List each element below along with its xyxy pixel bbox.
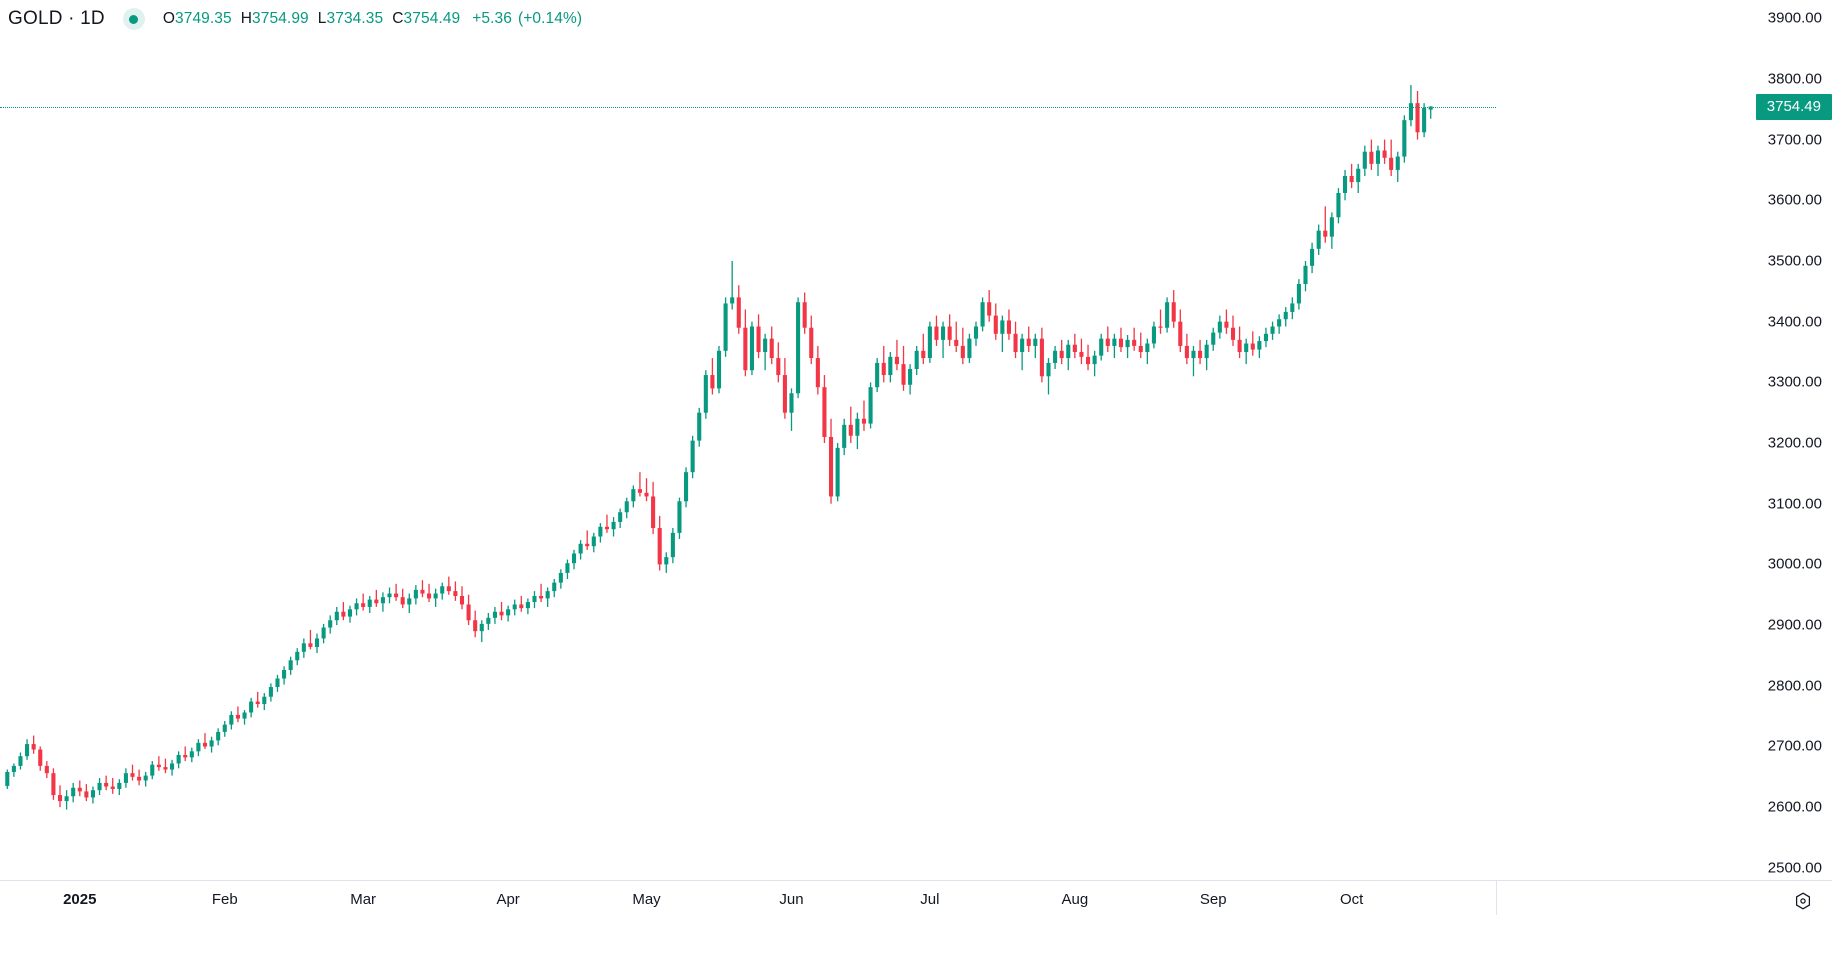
ohlc-close: C3754.49 (392, 10, 460, 28)
price-axis[interactable]: 3900.00 3800.00 3700.00 3600.00 3500.00 3400.… (1496, 0, 1832, 880)
time-tick-label: Feb (211, 891, 238, 908)
price-tick-label: 3500.00 (1767, 252, 1822, 270)
chart-legend: GOLD · 1D O3749.35 H3754.99 L3734.35 C37… (8, 6, 582, 32)
time-tick-label: Oct (1339, 891, 1364, 908)
ohlc-low: L3734.35 (318, 10, 383, 28)
time-axis[interactable]: 2025 Feb Mar Apr May Jun Jul Aug Sep Oct (0, 880, 1832, 963)
time-tick-label: Mar (350, 891, 377, 908)
current-price-badge[interactable]: 3754.49 (1755, 93, 1832, 120)
time-tick-label: 2025 (63, 891, 97, 908)
ohlc-close-value: 3754.49 (403, 10, 461, 27)
ohlc-high-label: H (240, 10, 253, 27)
ohlc-change-percent: (+0.14%) (518, 10, 583, 27)
market-status-icon (121, 6, 147, 32)
price-tick-label: 3800.00 (1767, 70, 1822, 88)
price-tick-label: 2600.00 (1767, 798, 1822, 816)
time-tick-label: May (632, 891, 661, 908)
ohlc-high: H3754.99 (241, 10, 309, 28)
price-tick-label: 3200.00 (1767, 434, 1822, 452)
time-tick-label: Apr (496, 891, 520, 908)
time-tick-label: Sep (1199, 891, 1227, 908)
ohlc-low-label: L (317, 10, 327, 27)
price-tick-label: 3100.00 (1767, 495, 1822, 513)
ohlc-close-label: C (392, 10, 404, 27)
price-tick-label: 3000.00 (1767, 555, 1822, 573)
ohlc-open: O3749.35 (163, 10, 232, 28)
market-status-dot (129, 14, 139, 24)
price-tick-label: 2900.00 (1767, 616, 1822, 634)
chart-plot-area[interactable] (0, 0, 1496, 880)
price-tick-label: 3900.00 (1767, 9, 1822, 27)
time-tick-label: Aug (1061, 891, 1089, 908)
time-tick-label: Jul (920, 891, 940, 908)
ohlc-change: +5.36 (472, 10, 512, 27)
ohlc-legend: O3749.35 H3754.99 L3734.35 C3754.49 +5.3… (163, 10, 582, 28)
price-tick-label: 2800.00 (1767, 677, 1822, 695)
ohlc-low-value: 3734.35 (326, 10, 384, 27)
candlestick-series (5, 84, 1433, 810)
axis-separator (1496, 881, 1497, 915)
price-tick-label: 3400.00 (1767, 313, 1822, 331)
ohlc-open-value: 3749.35 (175, 10, 232, 27)
ohlc-open-label: O (162, 10, 175, 27)
timezone-settings-icon[interactable] (1792, 890, 1814, 912)
price-tick-label: 3300.00 (1767, 373, 1822, 391)
price-tick-label: 2500.00 (1767, 859, 1822, 877)
price-tick-label: 2700.00 (1767, 737, 1822, 755)
ohlc-high-value: 3754.99 (252, 10, 309, 27)
time-tick-label: Jun (779, 891, 804, 908)
price-tick-label: 3700.00 (1767, 131, 1822, 149)
current-price-line (0, 106, 1496, 108)
symbol-title[interactable]: GOLD · 1D (8, 8, 105, 29)
price-tick-label: 3600.00 (1767, 191, 1822, 209)
